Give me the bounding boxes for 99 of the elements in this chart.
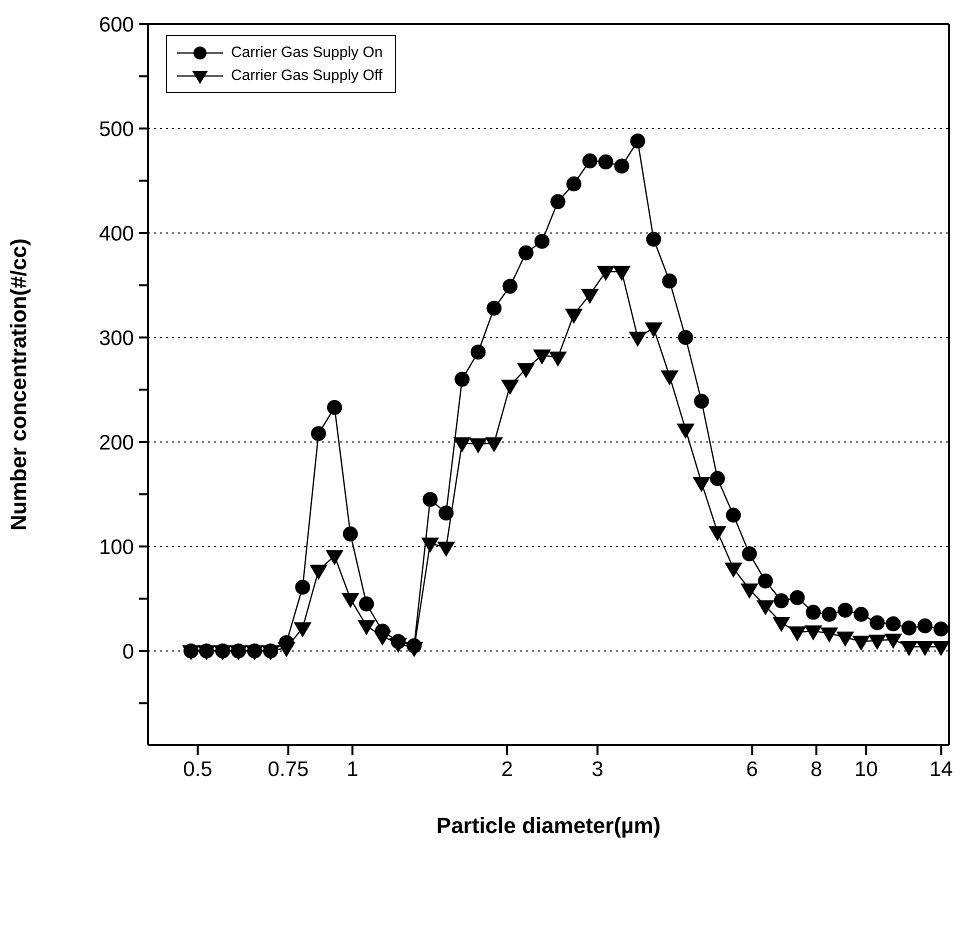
point — [645, 322, 662, 337]
point — [518, 245, 534, 260]
point — [358, 596, 374, 612]
point — [486, 300, 502, 316]
point — [311, 426, 326, 442]
point — [854, 606, 869, 622]
point — [772, 616, 790, 632]
point — [932, 641, 949, 656]
legend-label: Carrier Gas Supply Off — [231, 67, 382, 84]
point — [295, 580, 310, 595]
point — [326, 550, 344, 565]
point — [502, 278, 518, 294]
y-axis-title: Number concentration(#/cc) — [6, 238, 31, 531]
point — [646, 232, 662, 247]
point — [934, 622, 949, 637]
legend-label: Carrier Gas Supply On — [231, 44, 383, 61]
point — [406, 638, 422, 654]
point — [597, 266, 614, 281]
x-tick-label: 0.75 — [268, 758, 309, 781]
x-tick-label: 6 — [746, 758, 758, 781]
x-tick-label: 14 — [929, 758, 954, 781]
point — [534, 234, 550, 249]
point — [692, 476, 710, 492]
point — [310, 564, 328, 580]
point — [724, 562, 742, 578]
point — [629, 332, 646, 346]
y-tick-label: 0 — [122, 640, 134, 664]
point — [501, 380, 519, 394]
point — [581, 288, 598, 304]
point — [327, 400, 342, 415]
point — [900, 641, 918, 656]
y-tick-label: 100 — [98, 536, 134, 559]
point — [742, 546, 757, 562]
x-tick-label: 0.5 — [183, 758, 212, 781]
point — [566, 176, 582, 192]
point — [454, 437, 471, 452]
point — [836, 632, 854, 646]
point — [661, 370, 678, 386]
point — [756, 600, 774, 615]
point — [470, 438, 487, 453]
point — [822, 606, 837, 622]
x-tick-label: 3 — [592, 758, 604, 781]
point — [358, 620, 376, 635]
point — [884, 634, 902, 648]
point — [533, 349, 551, 364]
point — [422, 538, 439, 552]
point — [614, 158, 630, 174]
point — [710, 471, 725, 486]
point — [806, 604, 821, 620]
point — [294, 622, 312, 637]
point — [790, 590, 805, 606]
point — [662, 274, 678, 289]
point — [708, 526, 726, 541]
y-tick-label: 600 — [98, 13, 134, 36]
point — [788, 626, 806, 642]
point — [454, 372, 470, 387]
point — [438, 506, 454, 521]
point — [902, 620, 916, 636]
point — [565, 308, 582, 324]
point — [870, 615, 885, 630]
point — [630, 134, 646, 149]
point — [549, 352, 566, 366]
point — [342, 526, 358, 542]
y-tick-label: 300 — [98, 326, 134, 350]
point — [758, 573, 773, 588]
point — [678, 330, 694, 345]
point — [517, 363, 535, 378]
point — [550, 194, 566, 210]
point — [390, 634, 406, 650]
point — [917, 618, 932, 634]
x-tick-label: 2 — [501, 758, 513, 781]
point — [804, 625, 822, 640]
y-tick-label: 400 — [98, 222, 134, 246]
point — [613, 266, 630, 281]
point — [677, 424, 694, 438]
y-tick-label: 200 — [98, 431, 134, 454]
point — [852, 636, 870, 650]
point — [582, 153, 598, 168]
point — [838, 602, 853, 618]
point — [886, 616, 901, 632]
point — [740, 584, 758, 598]
point — [774, 593, 789, 608]
point — [438, 542, 455, 556]
point — [598, 154, 614, 170]
point — [422, 492, 438, 507]
point — [820, 627, 838, 642]
point — [470, 344, 486, 360]
point — [342, 592, 359, 608]
point — [694, 394, 710, 409]
x-tick-label: 10 — [854, 758, 878, 781]
point — [916, 641, 934, 656]
point — [726, 508, 741, 523]
x-axis-title: Particle diameter(µm) — [436, 813, 661, 838]
point — [486, 437, 503, 452]
point — [374, 624, 390, 639]
x-tick-label: 8 — [810, 758, 822, 781]
y-tick-label: 500 — [98, 118, 134, 141]
point — [868, 634, 886, 650]
x-tick-label: 1 — [346, 758, 358, 781]
